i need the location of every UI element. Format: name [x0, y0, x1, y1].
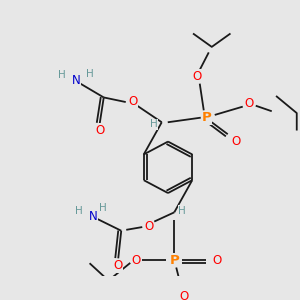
- Text: O: O: [114, 259, 123, 272]
- Text: H: H: [86, 68, 94, 79]
- Text: P: P: [169, 254, 179, 267]
- Text: P: P: [202, 111, 211, 124]
- Text: O: O: [132, 254, 141, 267]
- Text: N: N: [71, 74, 80, 87]
- Text: O: O: [145, 220, 154, 232]
- Text: H: H: [58, 70, 66, 80]
- Text: O: O: [244, 98, 254, 110]
- Text: H: H: [99, 203, 107, 213]
- Text: O: O: [213, 254, 222, 267]
- Text: O: O: [180, 290, 189, 300]
- Text: O: O: [231, 135, 240, 148]
- Text: H: H: [150, 119, 158, 129]
- Text: O: O: [128, 94, 137, 108]
- Text: O: O: [192, 70, 201, 83]
- Text: O: O: [95, 124, 104, 137]
- Text: N: N: [89, 211, 98, 224]
- Text: H: H: [75, 206, 83, 216]
- Text: H: H: [178, 206, 186, 215]
